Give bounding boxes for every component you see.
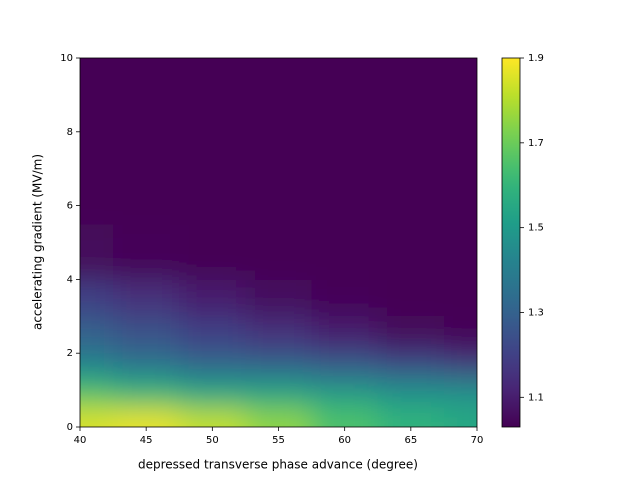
- x-axis-label: depressed transverse phase advance (degr…: [138, 458, 418, 472]
- y-tick-label: 6: [67, 201, 73, 212]
- heat-cell: [443, 141, 477, 225]
- heat-cell: [377, 371, 445, 391]
- heat-cell: [179, 316, 246, 350]
- heat-cell: [443, 371, 477, 391]
- x-tick-label: 55: [272, 435, 285, 446]
- heat-cell: [245, 348, 313, 373]
- x-tick-label: 45: [140, 435, 153, 446]
- heat-cell: [443, 316, 477, 350]
- y-tick-label: 4: [67, 274, 73, 285]
- heat-cell: [80, 316, 114, 350]
- heat-cell: [245, 371, 313, 391]
- heat-cell: [311, 58, 379, 142]
- heat-cell: [179, 390, 246, 410]
- heat-cell: [245, 316, 313, 350]
- heat-cell: [113, 371, 180, 391]
- heat-cell: [377, 390, 445, 410]
- heat-cell: [377, 279, 445, 317]
- colorbar-tick-label: 1.5: [528, 223, 544, 234]
- y-tick-label: 0: [67, 422, 73, 433]
- y-axis-label: accelerating gradient (MV/m): [31, 154, 45, 330]
- heat-cell: [80, 141, 114, 225]
- heat-cell: [245, 390, 313, 410]
- colorbar-tick-label: 1.9: [528, 53, 544, 64]
- x-tick-label: 70: [471, 435, 484, 446]
- heat-cell: [377, 58, 445, 142]
- heat-cell: [311, 390, 379, 410]
- heat-cell: [443, 58, 477, 142]
- colorbar-tick-label: 1.1: [528, 392, 544, 403]
- colorbar-tick-label: 1.3: [528, 307, 544, 318]
- heat-cell: [245, 58, 313, 142]
- heat-cell: [443, 224, 477, 280]
- heat-cell: [245, 408, 313, 427]
- x-tick-label: 60: [338, 435, 351, 446]
- heat-cell: [443, 390, 477, 410]
- heat-cell: [80, 408, 114, 427]
- heat-cell: [377, 224, 445, 280]
- heat-cell: [113, 279, 180, 317]
- colorbar-tick-label: 1.7: [528, 138, 544, 149]
- y-tick-label: 2: [67, 348, 73, 359]
- heat-cell: [80, 348, 114, 373]
- heat-cell: [245, 141, 313, 225]
- heat-cell: [311, 224, 379, 280]
- heat-cell: [245, 224, 313, 280]
- heat-cell: [113, 141, 180, 225]
- heat-cell: [179, 141, 246, 225]
- heat-cell: [80, 58, 114, 142]
- colorbar: [501, 57, 521, 428]
- y-tick-label: 10: [60, 53, 73, 64]
- heat-cell: [113, 348, 180, 373]
- heat-cell: [80, 224, 114, 280]
- x-tick-label: 65: [404, 435, 417, 446]
- heat-cell: [443, 279, 477, 317]
- heat-cell: [443, 348, 477, 373]
- heat-cell: [377, 348, 445, 373]
- heat-cell: [179, 408, 246, 427]
- heat-cell: [311, 371, 379, 391]
- heat-cell: [80, 371, 114, 391]
- y-tick-label: 8: [67, 127, 73, 138]
- heat-cell: [179, 371, 246, 391]
- x-tick-label: 40: [74, 435, 87, 446]
- x-tick-label: 50: [206, 435, 219, 446]
- heat-cell: [179, 348, 246, 373]
- heatmap-area: [80, 58, 477, 427]
- heat-cell: [80, 390, 114, 410]
- heat-cell: [311, 141, 379, 225]
- heat-cell: [443, 408, 477, 427]
- heat-cell: [311, 348, 379, 373]
- heat-cell: [311, 316, 379, 350]
- heat-cell: [179, 279, 246, 317]
- heat-cell: [113, 390, 180, 410]
- heat-cell: [245, 279, 313, 317]
- heat-cell: [377, 141, 445, 225]
- heat-cell: [113, 316, 180, 350]
- heat-cell: [179, 224, 246, 280]
- heat-cell: [113, 58, 180, 142]
- heat-cell: [311, 279, 379, 317]
- heat-cell: [377, 408, 445, 427]
- heat-cell: [311, 408, 379, 427]
- heat-cell: [179, 58, 246, 142]
- heat-cell: [377, 316, 445, 350]
- heat-cell: [113, 224, 180, 280]
- heat-cell: [80, 279, 114, 317]
- heat-cell: [113, 408, 180, 427]
